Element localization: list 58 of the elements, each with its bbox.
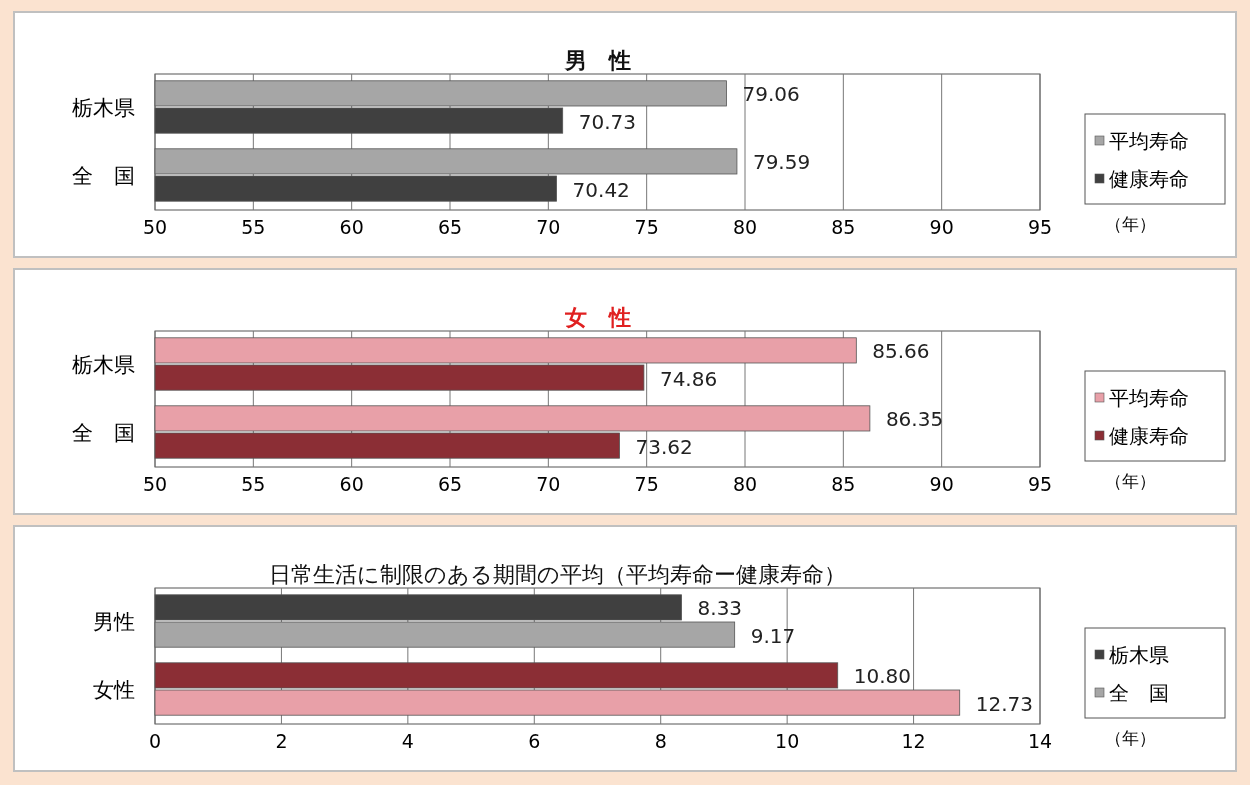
- legend-label: 健康寿命: [1109, 424, 1189, 448]
- x-tick-label: 80: [732, 473, 758, 495]
- legend-label: 平均寿命: [1109, 386, 1189, 410]
- chart-title: 女 性: [563, 305, 631, 330]
- x-tick-label: 60: [339, 216, 364, 238]
- x-tick-label: 70: [536, 216, 561, 238]
- x-axis-title: （年）: [1104, 214, 1156, 234]
- x-tick-label: 85: [831, 473, 856, 495]
- x-tick-label: 65: [437, 473, 463, 495]
- data-label: 8.33: [697, 596, 743, 621]
- data-label: 85.66: [872, 339, 930, 364]
- x-tick-label: 70: [536, 473, 561, 495]
- x-tick-label: 90: [929, 473, 954, 495]
- data-label: 9.17: [750, 623, 796, 648]
- x-tick-label: 8: [654, 730, 667, 752]
- x-tick-label: 95: [1027, 473, 1053, 495]
- legend-label: 健康寿命: [1109, 167, 1189, 191]
- data-label: 73.62: [635, 434, 693, 459]
- x-axis-title: （年）: [1104, 471, 1156, 491]
- x-tick-label: 75: [634, 473, 659, 495]
- y-tick-label: 栃木県: [72, 353, 135, 377]
- y-tick-label: 男性: [93, 610, 135, 634]
- x-tick-label: 80: [732, 216, 758, 238]
- data-label: 74.86: [659, 366, 718, 391]
- legend-label: 全 国: [1109, 681, 1169, 705]
- x-tick-label: 2: [275, 730, 288, 752]
- y-tick-label: 全 国: [72, 164, 135, 188]
- x-tick-label: 50: [142, 473, 168, 495]
- x-tick-label: 75: [634, 216, 659, 238]
- x-tick-label: 12: [901, 730, 926, 752]
- x-tick-label: 95: [1027, 216, 1053, 238]
- chart-title: 日常生活に制限のある期間の平均（平均寿命ー健康寿命）: [269, 562, 846, 587]
- data-label: 79.59: [752, 150, 811, 175]
- y-tick-label: 栃木県: [72, 96, 135, 120]
- x-tick-label: 0: [148, 730, 162, 752]
- x-tick-label: 90: [929, 216, 954, 238]
- x-tick-label: 85: [831, 216, 856, 238]
- x-tick-label: 60: [339, 473, 364, 495]
- data-label: 12.73: [975, 691, 1033, 716]
- data-label: 70.73: [578, 109, 636, 134]
- x-axis-title: （年）: [1104, 728, 1156, 748]
- x-tick-label: 10: [775, 730, 800, 752]
- data-label: 86.35: [885, 407, 944, 432]
- x-tick-label: 4: [401, 730, 414, 752]
- y-tick-label: 全 国: [72, 421, 135, 445]
- data-label: 79.06: [742, 82, 800, 107]
- x-tick-label: 50: [142, 216, 168, 238]
- x-tick-label: 55: [241, 473, 266, 495]
- data-label: 10.80: [853, 664, 911, 689]
- x-tick-label: 14: [1027, 730, 1053, 752]
- x-tick-label: 6: [528, 730, 541, 752]
- chart-title: 男 性: [563, 48, 631, 73]
- x-tick-label: 65: [437, 216, 463, 238]
- legend-label: 栃木県: [1109, 643, 1169, 667]
- x-tick-label: 55: [241, 216, 266, 238]
- y-tick-label: 女性: [93, 678, 135, 702]
- legend-label: 平均寿命: [1109, 129, 1189, 153]
- data-label: 70.42: [572, 177, 630, 202]
